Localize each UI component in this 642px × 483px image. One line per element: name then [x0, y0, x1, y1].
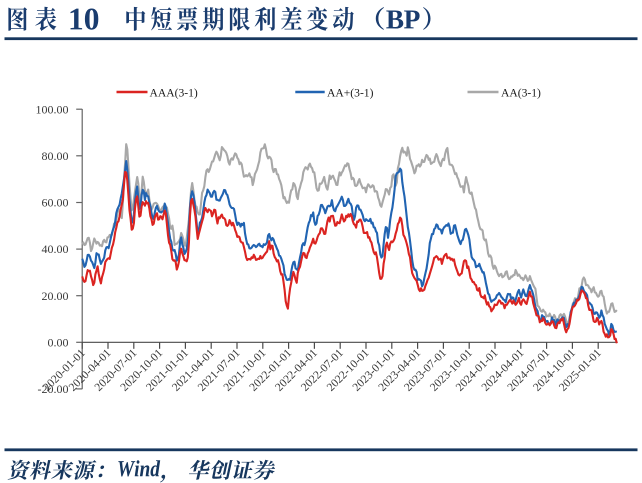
- svg-text:60.00: 60.00: [42, 196, 69, 210]
- svg-text:AAA(3-1): AAA(3-1): [150, 86, 198, 99]
- svg-text:40.00: 40.00: [42, 242, 69, 256]
- svg-text:100.00: 100.00: [36, 102, 69, 116]
- svg-text:AA(3-1): AA(3-1): [501, 86, 541, 99]
- svg-text:0.00: 0.00: [48, 335, 69, 349]
- svg-text:80.00: 80.00: [42, 149, 69, 163]
- svg-text:20.00: 20.00: [42, 289, 69, 303]
- svg-text:-20.00: -20.00: [38, 382, 69, 396]
- svg-text:AA+(3-1): AA+(3-1): [327, 86, 374, 99]
